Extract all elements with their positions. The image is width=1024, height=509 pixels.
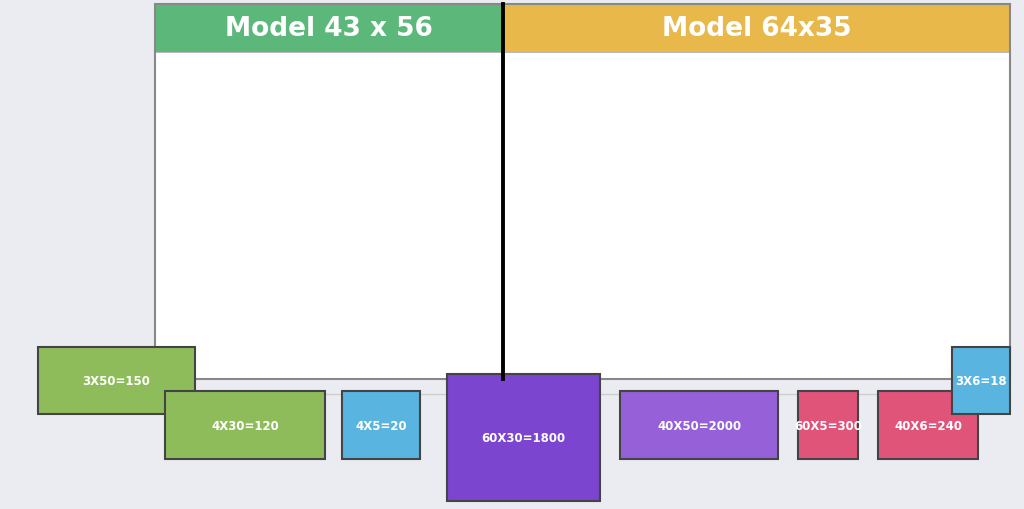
FancyBboxPatch shape <box>165 391 325 459</box>
FancyBboxPatch shape <box>342 391 420 459</box>
FancyBboxPatch shape <box>620 391 778 459</box>
Text: 60X30=1800: 60X30=1800 <box>481 431 565 444</box>
Text: 40X50=2000: 40X50=2000 <box>657 419 741 432</box>
FancyBboxPatch shape <box>38 347 195 414</box>
Text: 3X6=18: 3X6=18 <box>955 374 1007 387</box>
Text: Model 64x35: Model 64x35 <box>662 16 851 42</box>
Text: 3X50=150: 3X50=150 <box>83 374 151 387</box>
FancyBboxPatch shape <box>798 391 858 459</box>
Text: 40X6=240: 40X6=240 <box>894 419 962 432</box>
Text: 4X30=120: 4X30=120 <box>211 419 279 432</box>
Text: 4X5=20: 4X5=20 <box>355 419 407 432</box>
FancyBboxPatch shape <box>952 347 1010 414</box>
FancyBboxPatch shape <box>447 374 600 501</box>
Text: Model 43 x 56: Model 43 x 56 <box>225 16 433 42</box>
FancyBboxPatch shape <box>155 5 503 53</box>
FancyBboxPatch shape <box>155 53 1010 379</box>
FancyBboxPatch shape <box>878 391 978 459</box>
Text: 60X5=300: 60X5=300 <box>794 419 862 432</box>
FancyBboxPatch shape <box>503 5 1010 53</box>
